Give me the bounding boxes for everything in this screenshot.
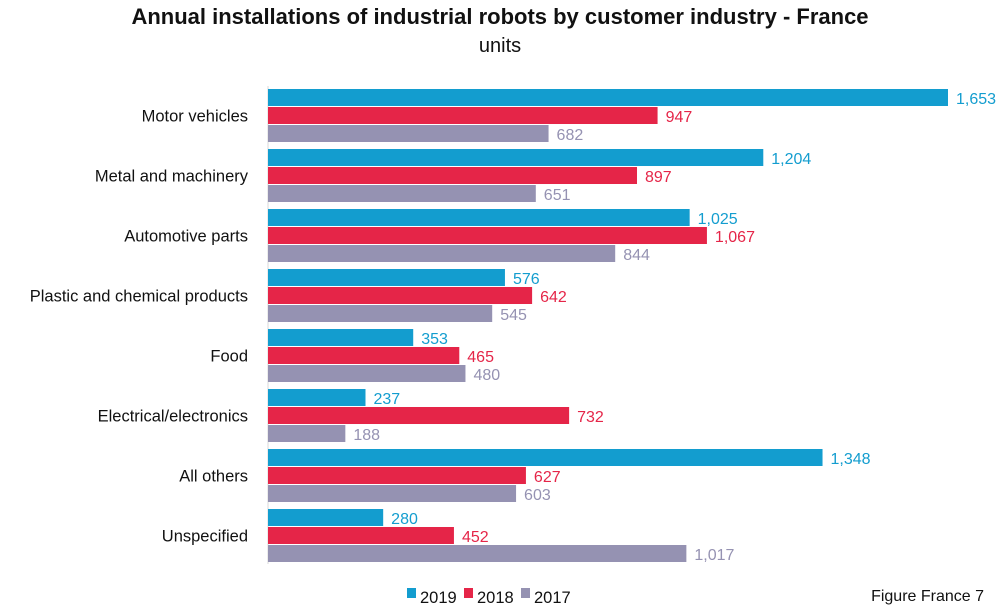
category-label: Plastic and chemical products bbox=[30, 288, 248, 306]
value-label: 627 bbox=[534, 469, 561, 486]
value-label: 280 bbox=[391, 511, 418, 528]
category-label: Electrical/electronics bbox=[98, 408, 248, 426]
legend-swatch-2018 bbox=[464, 588, 473, 598]
bar-2017 bbox=[268, 305, 493, 322]
bar-2017 bbox=[268, 125, 549, 142]
figure-caption: Figure France 7 bbox=[871, 588, 984, 605]
legend-label: 2018 bbox=[477, 589, 514, 607]
bar-2019 bbox=[268, 509, 384, 526]
category-label: Automotive parts bbox=[124, 228, 248, 246]
bar-2019 bbox=[268, 269, 505, 286]
bar-2017 bbox=[268, 545, 687, 562]
value-label: 1,204 bbox=[771, 151, 811, 168]
bar-2019 bbox=[268, 209, 690, 226]
bar-2019 bbox=[268, 449, 823, 466]
bar-2018 bbox=[268, 407, 570, 424]
bar-2017 bbox=[268, 485, 517, 502]
value-label: 844 bbox=[623, 247, 650, 264]
bar-2018 bbox=[268, 347, 460, 364]
value-label: 1,653 bbox=[956, 91, 996, 108]
bar-2019 bbox=[268, 389, 366, 406]
bar-2017 bbox=[268, 425, 346, 442]
value-label: 452 bbox=[462, 529, 489, 546]
value-label: 651 bbox=[544, 187, 571, 204]
legend-swatch-2017 bbox=[521, 588, 530, 598]
value-label: 545 bbox=[500, 307, 527, 324]
bar-2019 bbox=[268, 329, 414, 346]
value-label: 642 bbox=[540, 289, 567, 306]
value-label: 576 bbox=[513, 271, 540, 288]
legend-label: 2019 bbox=[420, 589, 457, 607]
legend: 2019 2018 2017 bbox=[407, 588, 571, 607]
bar-2018 bbox=[268, 107, 658, 124]
value-label: 1,067 bbox=[715, 229, 755, 246]
bar-2018 bbox=[268, 527, 454, 544]
bar-2018 bbox=[268, 287, 533, 304]
bar-2018 bbox=[268, 167, 638, 184]
bar-2019 bbox=[268, 89, 948, 106]
value-label: 732 bbox=[577, 409, 604, 426]
value-label: 480 bbox=[473, 367, 500, 384]
category-label: Food bbox=[210, 348, 248, 366]
value-label: 1,348 bbox=[831, 451, 871, 468]
value-label: 1,017 bbox=[694, 547, 734, 564]
bar-2017 bbox=[268, 365, 466, 382]
value-label: 897 bbox=[645, 169, 672, 186]
bar-2018 bbox=[268, 227, 707, 244]
value-label: 682 bbox=[557, 127, 584, 144]
bar-2019 bbox=[268, 149, 764, 166]
value-label: 1,025 bbox=[698, 211, 738, 228]
bar-2017 bbox=[268, 185, 536, 202]
chart-subtitle: units bbox=[479, 35, 521, 57]
category-label: Unspecified bbox=[162, 528, 248, 546]
value-label: 465 bbox=[467, 349, 494, 366]
value-label: 188 bbox=[353, 427, 380, 444]
legend-swatch-2019 bbox=[407, 588, 416, 598]
legend-label: 2017 bbox=[534, 589, 571, 607]
value-label: 603 bbox=[524, 487, 551, 504]
category-label: Motor vehicles bbox=[142, 108, 248, 126]
category-label: Metal and machinery bbox=[95, 168, 249, 186]
chart-title: Annual installations of industrial robot… bbox=[131, 4, 868, 29]
bar-2017 bbox=[268, 245, 616, 262]
value-label: 353 bbox=[421, 331, 448, 348]
category-label: All others bbox=[179, 468, 248, 486]
value-label: 237 bbox=[373, 391, 400, 408]
bar-2018 bbox=[268, 467, 526, 484]
value-label: 947 bbox=[666, 109, 693, 126]
